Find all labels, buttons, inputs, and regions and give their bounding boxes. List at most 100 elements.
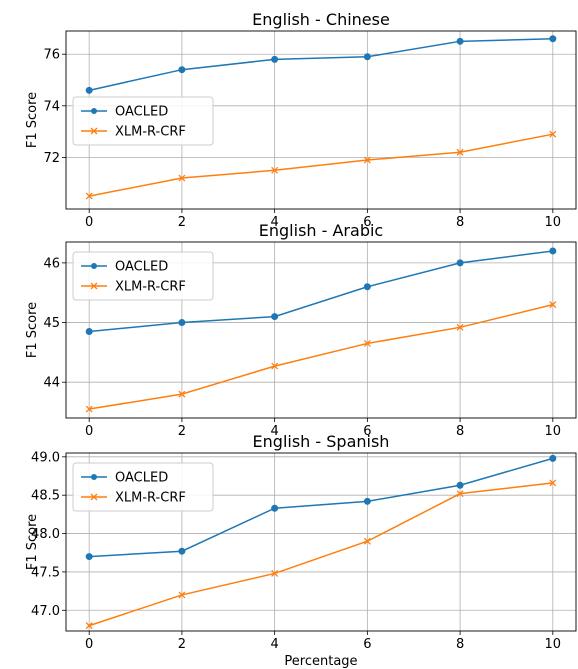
data-point-xlm-r-crf — [85, 192, 93, 200]
data-point-oacled — [271, 504, 279, 512]
x-tick-label: 4 — [270, 637, 278, 652]
axes-frame — [65, 30, 577, 210]
data-point-oacled — [271, 313, 279, 321]
legend-label: XLM-R-CRF — [115, 491, 186, 506]
x-tick-label: 6 — [363, 637, 371, 652]
data-point-oacled — [549, 247, 557, 255]
data-point-oacled — [178, 319, 186, 327]
chart-title: English - Chinese — [252, 10, 390, 29]
legend-marker-xlm-r-crf — [90, 127, 98, 135]
legend: OACLED XLM-R-CRF — [72, 462, 214, 512]
x-tick-label: 4 — [270, 424, 278, 439]
legend-marker-oacled — [91, 263, 97, 269]
series-line-xlm-r-crf — [88, 482, 553, 627]
legend-marker-xlm-r-crf — [90, 493, 98, 501]
legend-marker-oacled — [91, 474, 97, 480]
data-point-xlm-r-crf — [178, 591, 186, 599]
y-tick-label: 47.5 — [31, 565, 60, 580]
data-point-oacled — [456, 259, 464, 267]
data-point-oacled — [456, 37, 464, 45]
data-point-oacled — [85, 327, 93, 335]
x-tick-label: 10 — [545, 424, 562, 439]
y-tick-label: 44 — [43, 376, 60, 391]
chart-panel-1: 0 2 4 6 8 10 72 74 76 English - Chinese F1 Score OA… — [25, 10, 577, 230]
y-tick-label: 76 — [43, 48, 60, 63]
data-point-xlm-r-crf — [85, 405, 93, 413]
data-point-xlm-r-crf — [363, 156, 371, 164]
legend-marker-xlm-r-crf — [90, 282, 98, 290]
legend-label: OACLED — [115, 471, 168, 486]
data-point-oacled — [456, 481, 464, 489]
chart-title: English - Spanish — [253, 432, 390, 451]
axes-frame — [65, 241, 577, 419]
legend-box — [72, 251, 214, 301]
x-axis-label: Percentage — [284, 654, 357, 669]
series-line-oacled — [89, 250, 553, 333]
data-point-oacled — [363, 283, 371, 291]
legend-marker-oacled — [91, 108, 97, 114]
data-point-xlm-r-crf — [271, 166, 279, 174]
data-point-xlm-r-crf — [456, 323, 464, 331]
legend-box — [72, 96, 214, 146]
y-tick-label: 72 — [43, 151, 60, 166]
legend-label: OACLED — [115, 260, 168, 275]
y-tick-label: 45 — [43, 316, 60, 331]
x-tick-label: 0 — [85, 424, 93, 439]
legend-box — [72, 462, 214, 512]
data-point-xlm-r-crf — [363, 537, 371, 545]
data-point-xlm-r-crf — [456, 490, 464, 498]
x-tick-label: 2 — [178, 424, 186, 439]
x-tick-label: 10 — [545, 637, 562, 652]
data-point-oacled — [549, 454, 557, 462]
y-tick-label: 48.5 — [31, 489, 60, 504]
x-tick-label: 2 — [178, 215, 186, 230]
data-point-xlm-r-crf — [549, 130, 557, 138]
data-point-oacled — [178, 66, 186, 74]
data-point-xlm-r-crf — [271, 362, 279, 370]
legend-label: XLM-R-CRF — [115, 280, 186, 295]
data-point-xlm-r-crf — [456, 148, 464, 156]
y-axis-label: F1 Score — [25, 302, 40, 358]
y-tick-label: 48.0 — [31, 527, 60, 542]
x-tick-label: 8 — [456, 424, 464, 439]
legend: OACLED XLM-R-CRF — [72, 96, 214, 146]
y-tick-label: 47.0 — [31, 604, 60, 619]
data-point-oacled — [85, 86, 93, 94]
data-point-oacled — [363, 497, 371, 505]
x-tick-label: 6 — [363, 424, 371, 439]
series-line-xlm-r-crf — [89, 133, 553, 197]
data-point-xlm-r-crf — [549, 479, 557, 487]
x-tick-label: 4 — [270, 215, 278, 230]
x-tick-label: 8 — [456, 215, 464, 230]
data-point-oacled — [363, 53, 371, 61]
axes-frame — [65, 452, 577, 632]
chart-title: English - Arabic — [259, 221, 383, 240]
x-tick-label: 10 — [545, 215, 562, 230]
x-tick-label: 8 — [456, 637, 464, 652]
series-line-xlm-r-crf — [89, 303, 553, 410]
legend-label: XLM-R-CRF — [115, 125, 186, 140]
series-line-oacled — [89, 37, 553, 92]
y-axis-label: F1 Score — [25, 92, 40, 148]
data-point-xlm-r-crf — [363, 339, 371, 347]
data-point-oacled — [178, 547, 186, 555]
legend: OACLED XLM-R-CRF — [72, 251, 214, 301]
data-point-oacled — [271, 55, 279, 63]
data-point-xlm-r-crf — [549, 301, 557, 309]
x-tick-label: 6 — [363, 215, 371, 230]
data-point-oacled — [85, 553, 93, 561]
series-line-oacled — [89, 457, 554, 558]
y-tick-label: 49.0 — [31, 450, 60, 465]
y-axis-label: F1 Score — [25, 514, 40, 570]
x-tick-label: 0 — [85, 637, 93, 652]
data-point-xlm-r-crf — [178, 390, 186, 398]
legend-label: OACLED — [115, 105, 168, 120]
data-point-xlm-r-crf — [178, 174, 186, 182]
data-point-oacled — [549, 35, 557, 43]
data-point-xlm-r-crf — [271, 569, 279, 577]
x-tick-label: 0 — [85, 215, 93, 230]
x-tick-label: 2 — [178, 637, 186, 652]
chart-panel-3: 0 2 4 6 8 10 47.0 47.5 48.0 48.5 49.0 English - Spa… — [25, 432, 577, 652]
